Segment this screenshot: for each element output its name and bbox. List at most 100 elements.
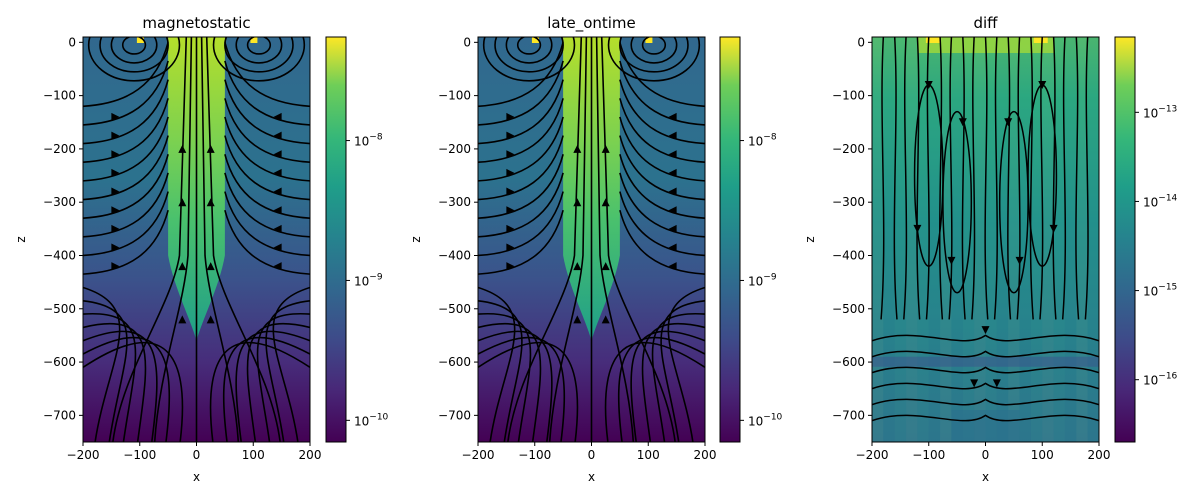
y-tick-label: −700	[832, 408, 865, 422]
streamline	[83, 135, 169, 201]
streamline	[880, 37, 885, 320]
streamline	[224, 172, 310, 238]
streamline	[619, 135, 705, 201]
streamline-arrow	[668, 150, 677, 159]
heatmap	[872, 37, 1099, 442]
streamline	[1039, 37, 1044, 320]
streamline-arrow	[1015, 256, 1024, 265]
streamline	[83, 209, 169, 275]
streamline	[83, 60, 169, 126]
streamline	[112, 37, 188, 442]
y-axis-label: z	[409, 236, 423, 242]
streamline	[1052, 37, 1057, 320]
x-tick-label: −200	[856, 448, 889, 462]
heatmap-cell-column	[872, 37, 884, 442]
heatmap-hotspot	[531, 37, 539, 43]
streamline	[478, 42, 564, 108]
streamline-arrow	[573, 262, 582, 271]
streamline-arrow	[206, 198, 215, 207]
streamline-arrow	[506, 187, 515, 196]
streamline	[478, 60, 564, 126]
heatmap	[478, 37, 705, 442]
streamline-arrow	[992, 379, 1001, 388]
y-tick-label: −500	[832, 302, 865, 316]
y-tick-label: 0	[463, 35, 471, 49]
streamline-arrow	[668, 224, 677, 233]
streamline-arrow	[668, 131, 677, 140]
streamlines	[83, 37, 310, 442]
y-tick-label: −400	[438, 248, 471, 262]
streamline	[478, 286, 516, 442]
streamline	[872, 414, 1099, 422]
streamline-arrow	[111, 168, 120, 177]
colorbar-gradient	[719, 36, 741, 443]
streamline-arrow	[601, 198, 610, 207]
streamline-arrow	[273, 131, 282, 140]
streamline	[1029, 37, 1034, 320]
streamline	[478, 336, 566, 442]
streamline-arrow	[506, 168, 515, 177]
streamline	[212, 37, 306, 82]
panel-diff: diff −200 −100 0 100 200 0 −100 −200 −300 −400 −500…	[803, 14, 1178, 484]
panel-title: magnetostatic	[142, 14, 250, 32]
colorbar-tick-label: 10−8	[354, 133, 383, 149]
y-tick-label: −300	[832, 195, 865, 209]
streamline	[224, 42, 310, 108]
streamline	[505, 37, 553, 64]
streamline-arrow	[206, 144, 215, 153]
streamline	[993, 37, 998, 320]
streamline-arrow	[573, 198, 582, 207]
heatmap-cell-column	[1030, 37, 1043, 442]
streamline	[984, 37, 989, 320]
heatmap-cell-column	[1008, 37, 1020, 442]
streamline	[903, 37, 908, 320]
heatmap-cell-column	[1076, 37, 1088, 442]
colorbar-tick-label: 10−14	[1143, 193, 1178, 209]
streamlines	[872, 37, 1099, 422]
streamline-arrow	[111, 243, 120, 252]
streamline-arrow	[273, 224, 282, 233]
y-tick-label: −200	[438, 142, 471, 156]
streamline-arrow	[1004, 118, 1013, 127]
streamline	[83, 336, 171, 442]
streamline	[87, 37, 181, 82]
streamline	[548, 37, 588, 442]
heatmap-cell-column	[985, 37, 997, 442]
heatmap-cell-column	[917, 37, 929, 442]
streamline	[83, 191, 169, 257]
streamline	[942, 110, 973, 294]
streamline	[619, 79, 705, 145]
streamline	[121, 37, 147, 55]
x-tick-label: −100	[518, 448, 551, 462]
streamline	[872, 398, 1099, 406]
heatmap	[83, 37, 310, 442]
streamline-arrow	[273, 150, 282, 159]
streamline-arrow	[273, 187, 282, 196]
streamline-arrow	[111, 224, 120, 233]
y-tick-label: 0	[857, 35, 865, 49]
streamline-arrow	[506, 150, 515, 159]
streamline-arrow	[958, 118, 967, 127]
streamline	[1061, 37, 1067, 320]
x-tick-label: 200	[299, 448, 322, 462]
y-tick-label: −100	[438, 89, 471, 103]
heatmap-cell-column	[940, 37, 952, 442]
streamline	[916, 37, 921, 320]
colorbar-tick-label: 10−10	[748, 412, 783, 428]
streamline-arrow	[178, 144, 187, 153]
streamline	[630, 37, 678, 64]
streamline	[478, 330, 553, 442]
panel-late_ontime: late_ontime −200 −100 0 100 200 0 −100 −200 −300 −…	[409, 14, 783, 484]
colorbar: 10−8 10−9 10−10	[719, 36, 783, 443]
streamline-arrow	[273, 262, 282, 271]
heatmap-cell-column	[1019, 37, 1031, 442]
streamline	[246, 37, 272, 55]
streamline	[256, 313, 310, 442]
streamline-arrow	[573, 144, 582, 153]
streamline-arrow	[924, 80, 933, 89]
colorbar: 10−8 10−9 10−10	[325, 36, 389, 443]
y-tick-label: −400	[832, 248, 865, 262]
streamline	[235, 37, 283, 64]
streamline-arrow	[111, 150, 120, 159]
streamline	[83, 286, 121, 442]
